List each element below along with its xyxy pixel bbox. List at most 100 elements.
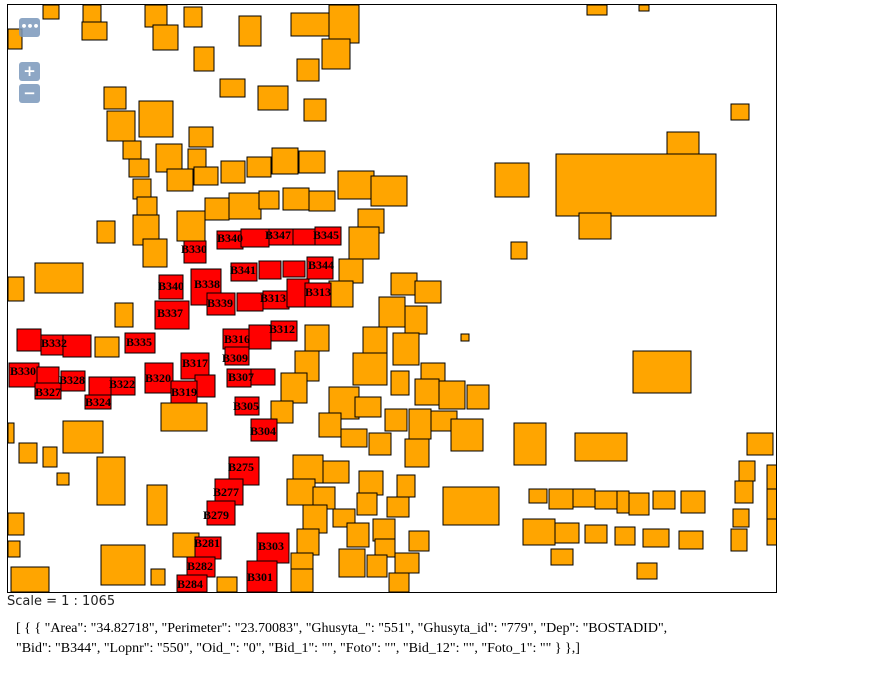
layer-switcher-button[interactable]: ••• [19,18,40,37]
selected-building[interactable] [206,500,236,526]
building[interactable] [183,6,203,28]
building[interactable] [144,5,168,28]
building[interactable] [392,332,420,366]
selected-building[interactable] [250,368,276,386]
building[interactable] [238,15,262,47]
building[interactable] [82,5,102,24]
building[interactable] [328,280,354,308]
building[interactable] [584,524,608,544]
building[interactable] [106,110,136,142]
building[interactable] [404,305,428,335]
building[interactable] [271,147,299,175]
building[interactable] [642,528,670,548]
building[interactable] [228,192,262,220]
building[interactable] [257,85,289,111]
building[interactable] [10,566,50,592]
building[interactable] [114,302,134,328]
building[interactable] [220,160,246,184]
building[interactable] [56,472,70,486]
building[interactable] [96,456,126,506]
selected-building[interactable] [154,300,190,330]
building[interactable] [522,518,556,546]
building[interactable] [246,156,272,178]
building[interactable] [636,562,658,580]
building[interactable] [146,484,168,526]
building[interactable] [96,220,116,244]
building[interactable] [8,276,25,302]
selected-building[interactable] [16,328,42,352]
building[interactable] [408,530,430,552]
building[interactable] [204,197,230,221]
building[interactable] [42,446,58,468]
building[interactable] [304,324,330,352]
building[interactable] [678,530,704,550]
building[interactable] [8,422,15,444]
building[interactable] [730,103,750,121]
building[interactable] [396,474,416,498]
building[interactable] [8,28,23,50]
building[interactable] [466,384,490,410]
building[interactable] [219,78,246,98]
building[interactable] [616,490,630,514]
building[interactable] [404,438,430,468]
building[interactable] [176,210,206,242]
building[interactable] [390,272,418,296]
building[interactable] [420,362,446,382]
selected-building[interactable] [224,346,250,366]
building[interactable] [338,548,366,578]
building[interactable] [632,350,692,394]
building[interactable] [290,12,332,37]
building[interactable] [216,576,238,592]
building[interactable] [572,488,596,508]
building[interactable] [337,170,375,200]
selected-building[interactable] [246,560,278,592]
building[interactable] [303,98,327,122]
building[interactable] [408,408,432,440]
selected-building[interactable] [158,274,184,300]
selected-building[interactable] [34,382,62,400]
selected-building[interactable] [183,240,207,264]
building[interactable] [368,432,392,456]
building[interactable] [766,488,776,520]
selected-building[interactable] [282,260,306,278]
building[interactable] [460,333,470,342]
building[interactable] [160,402,208,432]
selected-building[interactable] [258,260,282,280]
selected-building[interactable] [248,324,272,350]
selected-building[interactable] [144,362,174,394]
building[interactable] [766,518,776,546]
building[interactable] [122,140,142,160]
building[interactable] [378,296,406,328]
building[interactable] [628,492,650,516]
building-map[interactable]: B330 B340 B347 B345 B341 B344 B340 B338 … [8,5,776,592]
selected-building[interactable] [60,370,86,392]
building[interactable] [510,241,528,260]
building[interactable] [746,432,774,456]
building[interactable] [62,420,104,454]
building[interactable] [370,175,408,207]
building[interactable] [374,538,396,558]
building[interactable] [732,508,750,528]
building[interactable] [193,46,215,72]
building[interactable] [550,548,574,566]
building[interactable] [348,226,380,260]
selected-building[interactable] [176,574,208,592]
building[interactable] [362,326,388,358]
building[interactable] [152,24,179,51]
selected-building[interactable] [250,418,278,442]
map-viewport[interactable]: B330 B340 B347 B345 B341 B344 B340 B338 … [7,4,777,593]
selected-building[interactable] [234,396,260,416]
building[interactable] [188,126,214,148]
building[interactable] [321,38,351,70]
building[interactable] [290,552,314,572]
building[interactable] [100,544,146,586]
building[interactable] [386,496,410,518]
building[interactable] [438,380,466,410]
building[interactable] [578,212,612,240]
building[interactable] [18,442,38,464]
building[interactable] [282,187,310,211]
selected-building[interactable] [194,374,216,398]
selected-building[interactable] [206,292,236,316]
building[interactable] [132,178,152,200]
building[interactable] [193,166,219,186]
